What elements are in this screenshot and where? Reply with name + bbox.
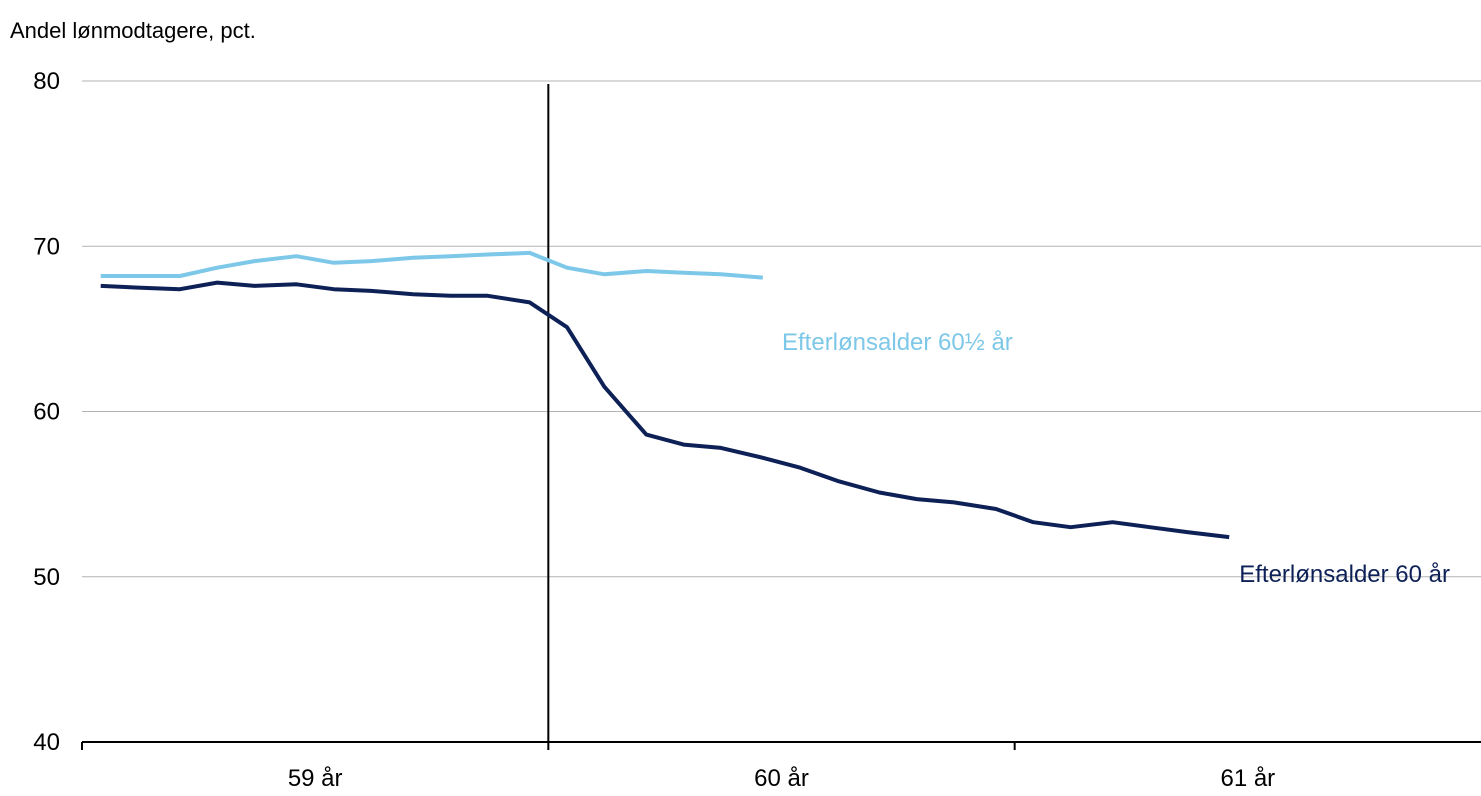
y-tick-label: 40 (33, 729, 60, 756)
x-tick-label: 61 år (1220, 765, 1275, 792)
series-line (100, 280, 1230, 540)
y-axis-ticks: 40 50 60 70 80 (33, 68, 60, 756)
x-tick-label: 60 år (754, 765, 809, 792)
x-axis: 59 år 60 år 61 år (81, 741, 1481, 792)
series-labels: Efterlønsalder 60½ år Efterlønsalder 60 å… (782, 329, 1450, 588)
y-tick-label: 50 (33, 564, 60, 591)
x-tick-label: 59 år (288, 765, 343, 792)
series-line (100, 250, 763, 280)
series-lines (100, 250, 1230, 540)
y-axis-title: Andel lønmodtagere, pct. (10, 18, 256, 43)
gridlines (82, 80, 1481, 578)
y-tick-label: 80 (33, 68, 60, 95)
series-label: Efterlønsalder 60 år (1239, 561, 1450, 588)
y-tick-label: 60 (33, 399, 60, 426)
y-tick-label: 70 (33, 233, 60, 260)
series-label: Efterlønsalder 60½ år (782, 329, 1013, 356)
